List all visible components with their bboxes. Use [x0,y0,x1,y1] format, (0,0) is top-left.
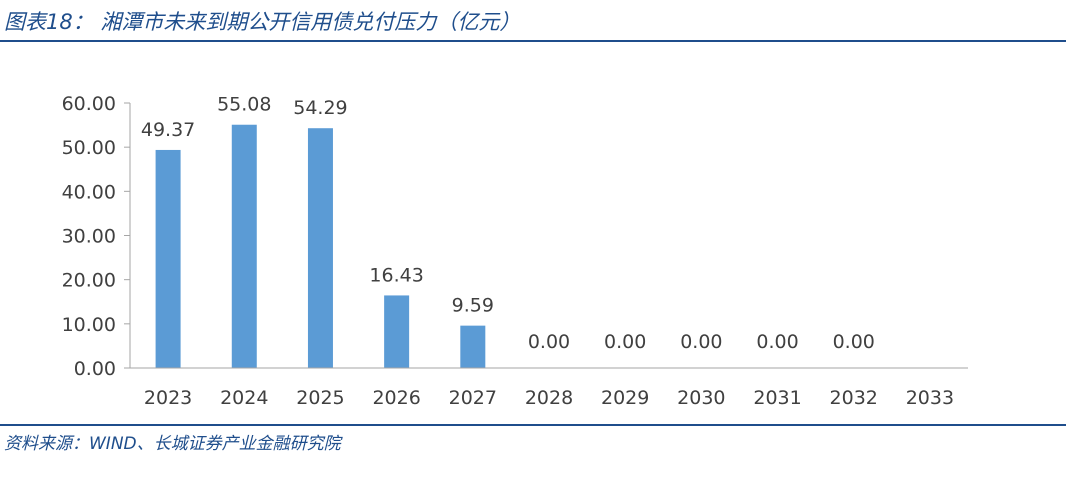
title-divider [0,40,1066,42]
data-label-2023: 49.37 [141,119,195,141]
data-label-2031: 0.00 [756,331,798,353]
x-tick-label: 2026 [372,387,420,409]
x-axis: 2023 2024 2025 2026 2027 2028 2029 2030 2031 2032… [130,367,968,409]
y-tick-label: 50.00 [62,137,116,159]
x-tick-label: 2029 [601,387,649,409]
data-label-2027: 9.59 [452,295,494,317]
data-label-2028: 0.00 [528,331,570,353]
data-label-2026: 16.43 [369,264,423,286]
y-axis: 0.00 10.00 20.00 30.00 40.00 50.00 60.00 [62,93,131,380]
source-divider [0,424,1066,426]
x-tick-label: 2028 [525,387,573,409]
data-label-2029: 0.00 [604,331,646,353]
y-tick-label: 30.00 [62,226,116,248]
x-tick-label: 2024 [220,387,268,409]
x-tick-label: 2032 [830,387,878,409]
data-labels: 49.37 55.08 54.29 16.43 9.59 0.00 0.00 0.00 0.00… [141,94,875,353]
data-label-2032: 0.00 [833,331,875,353]
y-tick-label: 10.00 [62,314,116,336]
y-tick-label: 40.00 [62,181,116,203]
y-tick-label: 0.00 [74,358,116,380]
x-tick-label: 2027 [449,387,497,409]
bar-chart: 0.00 10.00 20.00 30.00 40.00 50.00 60.00 49.37… [62,93,968,409]
data-label-2024: 55.08 [217,94,271,116]
bar-2024 [231,124,257,368]
x-tick-label: 2023 [144,387,192,409]
bar-2023 [155,149,181,368]
x-tick-label: 2025 [296,387,344,409]
x-tick-label: 2030 [677,387,725,409]
source-note: 资料来源：WIND、长城证券产业金融研究院 [4,434,341,454]
figure-title: 图表18： 湘潭市未来到期公开信用债兑付压力（亿元） [4,10,521,34]
bar-2026 [384,295,410,368]
data-label-2025: 54.29 [293,97,347,119]
x-tick-label: 2031 [753,387,801,409]
y-tick-label: 60.00 [62,93,116,115]
y-tick-label: 20.00 [62,270,116,292]
x-tick-label: 2033 [906,387,954,409]
data-label-2030: 0.00 [680,331,722,353]
bars [155,124,486,368]
bar-2027 [460,325,486,368]
bar-2025 [307,128,333,368]
